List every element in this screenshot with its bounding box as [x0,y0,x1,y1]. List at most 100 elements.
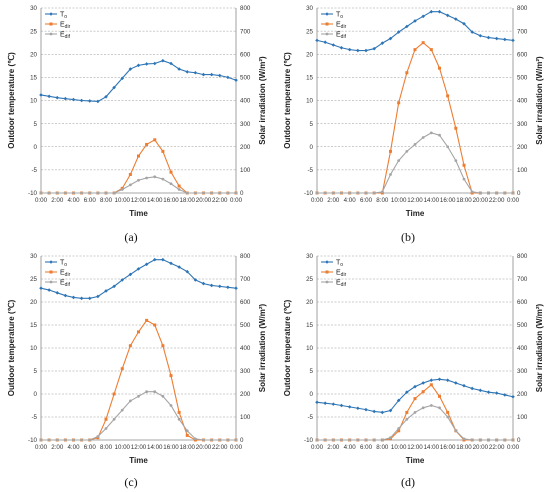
data-point [438,394,441,398]
data-point [234,78,238,82]
y-left-tick-label: 0 [34,144,38,151]
y-right-tick-label: 700 [240,276,251,283]
data-point [429,404,433,407]
data-point [112,417,116,421]
x-tick-label: 14:00 [424,197,440,204]
data-point [380,190,384,194]
data-point [446,410,450,414]
data-point [487,438,490,442]
legend-label: To [60,259,67,268]
data-point [413,48,417,52]
y-right-tick-label: 800 [240,5,251,12]
data-point [136,63,141,68]
data-point [486,35,491,40]
data-point [217,73,222,78]
data-point [218,191,222,195]
x-tick-label: 22:00 [212,444,228,451]
data-point [177,188,181,191]
y-right-tick-label: 200 [240,391,251,398]
data-point [421,406,425,410]
legend-marker [49,260,53,264]
data-point [397,427,401,430]
data-point [177,265,181,269]
series-line [41,319,236,441]
data-point [120,188,124,191]
x-tick-label: 0:00 [507,444,520,451]
data-point [372,46,376,51]
data-point [495,438,499,442]
data-point [478,33,483,38]
data-point [185,70,190,74]
y-right-tick-label: 500 [517,75,528,82]
data-point [47,288,51,292]
y-left-tick-label: 10 [306,98,313,105]
series-line [41,139,236,194]
legend-marker [325,22,329,26]
data-point [104,95,108,99]
data-point [315,191,319,195]
x-tick-label: 8:00 [100,197,113,204]
data-point [169,170,173,174]
y-left-tick-label: 0 [310,144,314,151]
x-tick-label: 18:00 [456,197,472,204]
data-point [63,96,68,101]
x-tick-label: 22:00 [489,197,505,204]
x-tick-label: 20:00 [473,444,489,451]
data-point [104,427,108,430]
data-point [356,406,360,411]
x-tick-label: 6:00 [360,197,373,204]
data-point [104,289,108,293]
legend-label: Edir [336,21,347,30]
legend-marker [49,280,53,284]
x-tick-label: 0:00 [507,197,520,204]
data-point [161,344,165,348]
data-point [209,72,214,77]
data-point [421,14,425,19]
x-tick-label: 0:00 [35,444,48,451]
y-left-tick-label: -5 [307,167,313,174]
data-point [429,131,433,135]
data-point [137,330,140,334]
data-point [153,323,157,327]
data-point [470,30,474,34]
y-left-tick-label: -5 [31,414,37,421]
x-tick-label: 6:00 [84,197,97,204]
series-line [317,132,513,194]
data-point [169,374,173,378]
data-point [152,61,157,66]
data-point [39,286,43,290]
legend-label: Edir [336,269,347,278]
data-point [372,191,376,195]
y-left-tick-label: 25 [30,28,37,35]
x-tick-label: 10:00 [391,444,407,451]
data-point [446,94,450,98]
y-right-tick-label: 400 [240,98,251,105]
data-point [389,436,392,440]
series-line [317,404,513,441]
data-point [177,184,181,188]
y-left-tick-label: -10 [304,190,314,197]
data-point [511,438,515,442]
y-left-tick-label: 5 [34,121,38,128]
data-point [145,390,149,394]
x-tick-label: 6:00 [84,444,97,451]
data-point [39,438,43,442]
data-point [421,390,425,394]
data-point [153,390,157,394]
data-point [413,384,417,389]
data-point [112,85,116,90]
y-right-tick-label: 600 [517,51,528,58]
data-point [454,126,458,130]
y-left-tick-label: 20 [306,299,313,306]
y-left-tick-label: -10 [28,437,38,444]
data-point [161,177,165,181]
x-tick-label: 8:00 [376,197,389,204]
data-point [397,429,401,433]
data-point [413,411,417,414]
x-tick-label: 16:00 [440,197,456,204]
data-point [177,410,181,414]
data-point [71,97,76,102]
y-right-tick-label: 0 [517,437,521,444]
data-point [495,191,499,195]
data-point [185,429,189,433]
